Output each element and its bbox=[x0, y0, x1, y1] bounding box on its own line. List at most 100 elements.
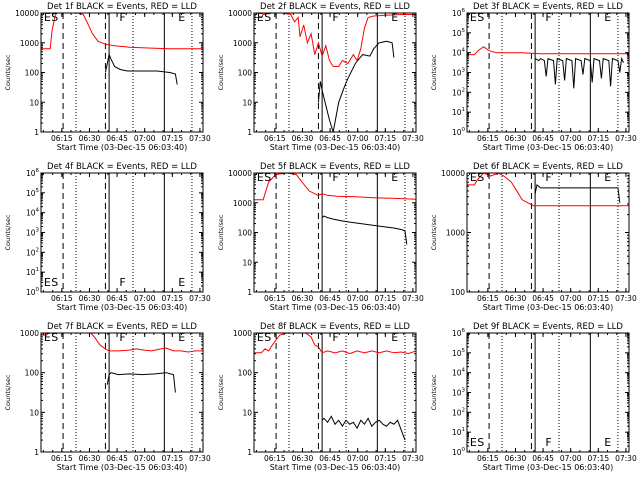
y-axis-label: Counts/sec bbox=[4, 374, 12, 410]
y-tick-label: 10 bbox=[29, 98, 39, 107]
y-tick-label: 10 bbox=[242, 258, 252, 267]
events-series-line bbox=[321, 415, 406, 441]
y-tick-label: 1 bbox=[247, 288, 252, 297]
plot-frame bbox=[40, 172, 204, 293]
marker-E: E bbox=[391, 11, 398, 24]
events-series-line bbox=[104, 52, 178, 85]
y-tick-label: 105 bbox=[26, 188, 40, 198]
x-axis-label: Start Time (03-Dec-15 06:03:40) bbox=[483, 143, 614, 152]
x-tick-label: 06:45 bbox=[106, 134, 128, 143]
x-tick-label: 06:30 bbox=[79, 294, 101, 303]
marker-F: F bbox=[332, 171, 338, 184]
lld-series-line bbox=[254, 12, 416, 67]
marker-F: F bbox=[545, 171, 551, 184]
marker-S: S bbox=[477, 436, 484, 449]
x-tick-label: 06:15 bbox=[51, 294, 73, 303]
y-tick-label: 100 bbox=[238, 69, 253, 78]
y-tick-label: 103 bbox=[26, 228, 40, 238]
marker-E: E bbox=[604, 171, 611, 184]
x-tick-label: 06:45 bbox=[319, 134, 341, 143]
y-tick-label: 100 bbox=[26, 287, 40, 297]
lld-series-line bbox=[467, 172, 629, 207]
x-axis-label: Start Time (03-Dec-15 06:03:40) bbox=[57, 303, 188, 312]
lld-series-line bbox=[254, 332, 417, 355]
y-tick-label: 1 bbox=[247, 448, 252, 457]
events-series-line bbox=[317, 40, 395, 133]
x-tick-label: 07:15 bbox=[161, 134, 183, 143]
marker-F: F bbox=[545, 11, 551, 24]
x-tick-label: 07:00 bbox=[560, 454, 582, 463]
x-tick-label: 07:00 bbox=[347, 294, 369, 303]
marker-E: E bbox=[257, 11, 264, 24]
x-tick-label: 06:30 bbox=[292, 134, 314, 143]
y-axis-label: Counts/sec bbox=[430, 214, 438, 250]
marker-F: F bbox=[332, 11, 338, 24]
chart-title: Det 2f BLACK = Events, RED = LLD bbox=[260, 2, 410, 12]
marker-F: F bbox=[332, 331, 338, 344]
x-tick-label: 06:30 bbox=[292, 294, 314, 303]
marker-E: E bbox=[470, 11, 477, 24]
x-axis-label: Start Time (03-Dec-15 06:03:40) bbox=[483, 463, 614, 472]
x-tick-label: 07:00 bbox=[134, 294, 156, 303]
marker-E: E bbox=[604, 436, 611, 449]
y-tick-label: 10 bbox=[29, 408, 39, 417]
x-tick-label: 07:30 bbox=[615, 454, 637, 463]
chart-title: Det 7f BLACK = Events, RED = LLD bbox=[47, 322, 197, 332]
plot-frame bbox=[253, 12, 417, 133]
y-tick-label: 100 bbox=[25, 369, 40, 378]
marker-E: E bbox=[178, 331, 185, 344]
x-tick-label: 06:15 bbox=[477, 454, 499, 463]
x-tick-label: 07:30 bbox=[189, 454, 211, 463]
y-tick-label: 100 bbox=[452, 127, 466, 137]
x-tick-label: 07:15 bbox=[587, 454, 609, 463]
y-tick-label: 106 bbox=[452, 328, 466, 338]
y-tick-label: 104 bbox=[452, 368, 466, 378]
y-tick-label: 1000 bbox=[233, 199, 252, 208]
plot-frame bbox=[253, 172, 417, 293]
y-tick-label: 105 bbox=[452, 28, 466, 38]
lld-series-line bbox=[41, 12, 203, 50]
y-tick-label: 10 bbox=[242, 408, 252, 417]
x-tick-label: 06:15 bbox=[477, 294, 499, 303]
x-axis-label: Start Time (03-Dec-15 06:03:40) bbox=[270, 143, 401, 152]
y-tick-label: 102 bbox=[452, 87, 465, 97]
y-tick-label: 1000 bbox=[20, 39, 39, 48]
x-tick-label: 06:30 bbox=[505, 294, 527, 303]
x-tick-label: 07:00 bbox=[560, 294, 582, 303]
y-tick-label: 102 bbox=[452, 407, 465, 417]
plot-frame bbox=[466, 12, 630, 133]
x-tick-label: 07:00 bbox=[347, 454, 369, 463]
x-tick-label: 07:15 bbox=[374, 454, 396, 463]
plot-frame bbox=[466, 332, 630, 453]
y-axis-label: Counts/sec bbox=[4, 54, 12, 90]
x-tick-label: 07:15 bbox=[161, 454, 183, 463]
x-tick-label: 06:45 bbox=[532, 294, 554, 303]
x-tick-label: 06:30 bbox=[79, 454, 101, 463]
marker-E: E bbox=[391, 171, 398, 184]
y-tick-label: 100 bbox=[238, 229, 253, 238]
plot-frame bbox=[466, 172, 630, 293]
x-tick-label: 06:15 bbox=[264, 454, 286, 463]
plot-frame bbox=[253, 332, 417, 453]
y-axis-label: Counts/sec bbox=[217, 214, 225, 250]
x-tick-label: 06:15 bbox=[264, 294, 286, 303]
y-tick-label: 101 bbox=[452, 107, 465, 117]
y-axis-label: Counts/sec bbox=[4, 214, 12, 250]
y-axis-label: Counts/sec bbox=[217, 54, 225, 90]
plot-frame bbox=[40, 12, 204, 133]
x-tick-label: 06:30 bbox=[505, 134, 527, 143]
x-axis-label: Start Time (03-Dec-15 06:03:40) bbox=[57, 143, 188, 152]
y-tick-label: 103 bbox=[452, 68, 466, 78]
y-tick-label: 1000 bbox=[233, 329, 252, 338]
x-tick-label: 06:15 bbox=[477, 134, 499, 143]
events-series-line bbox=[321, 215, 408, 245]
x-tick-label: 07:15 bbox=[374, 294, 396, 303]
lld-series-line bbox=[254, 172, 417, 201]
y-tick-label: 104 bbox=[452, 48, 466, 58]
marker-E: E bbox=[44, 331, 51, 344]
